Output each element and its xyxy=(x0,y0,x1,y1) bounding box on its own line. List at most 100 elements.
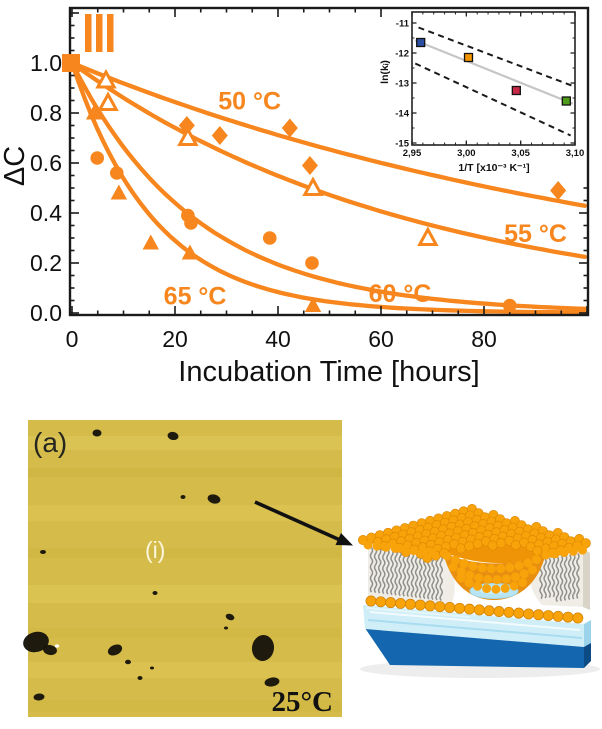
substrate-front xyxy=(365,628,584,668)
lipid-headgroup-sphere xyxy=(503,606,515,618)
pore-rim-spheres xyxy=(448,562,541,585)
decay-fit-curves xyxy=(69,60,588,315)
water-streak xyxy=(369,611,581,631)
y-tick-label: 0.0 xyxy=(30,300,62,326)
afm-texture-band xyxy=(28,468,342,477)
data-points xyxy=(62,54,567,313)
panel-marker-bar xyxy=(85,14,92,52)
marker-circle xyxy=(262,231,277,245)
lipid-headgroup-sphere xyxy=(444,602,456,613)
y-tick-label: 0.4 xyxy=(30,200,62,226)
water-streak xyxy=(367,619,583,639)
afm-defect-spot xyxy=(40,550,46,554)
afm-defect-spot xyxy=(207,494,221,504)
afm-texture-band xyxy=(28,436,342,450)
lipid-headgroup-sphere xyxy=(424,600,436,612)
marker-triangle-filled xyxy=(304,297,322,312)
decay-chart: 2,95 3,00 3,05 3,10 -11 -12 -13 -14 -15 0 20 40 60 8… xyxy=(0,6,590,388)
afm-highlight-speck xyxy=(54,644,60,648)
series-label: 65 °C xyxy=(164,283,227,311)
marker-triangle-open xyxy=(97,91,119,111)
arrhenius-point xyxy=(511,85,521,96)
y-axis-title: ΔC xyxy=(0,146,31,186)
marker-triangle-open xyxy=(177,126,199,146)
x-tick-label: 0 xyxy=(66,326,79,352)
lipid-headgroup-sphere xyxy=(483,605,495,617)
marker-triangle-filled xyxy=(110,184,128,200)
lipid-tail xyxy=(567,554,572,601)
y-tick-label: 0.2 xyxy=(30,250,62,276)
substrate-right xyxy=(584,642,591,668)
afm-defect-spot xyxy=(125,659,131,665)
afm-defect-spot xyxy=(137,676,143,680)
arrhenius-point xyxy=(463,52,474,63)
lipid-headgroup-sphere xyxy=(454,602,466,614)
axes-frame: 0 20 40 60 80 0.0 0.2 0.4 0.6 0.8 1.0 xyxy=(30,6,590,352)
marker-circle xyxy=(184,216,198,230)
inset-y-tick-label: -14 xyxy=(395,109,409,120)
lipid-headgroup-sphere xyxy=(395,597,406,609)
marker-triangle-filled xyxy=(181,244,199,260)
lipid-tail xyxy=(382,548,386,595)
x-axis-title: Incubation Time [hours] xyxy=(178,356,479,388)
inset-y-tick-label: -11 xyxy=(396,19,410,30)
afm-image xyxy=(23,420,342,717)
water-streak xyxy=(365,607,471,618)
lipid-tail xyxy=(563,555,568,601)
lipid-tail xyxy=(418,552,423,599)
temperature-labels: 50 °C 55 °C 60 °C 65 °C xyxy=(164,88,567,311)
lipid-tail xyxy=(431,554,435,601)
afm-texture-band xyxy=(28,548,342,558)
afm-and-schematic: (a) (i) 25°C xyxy=(23,420,600,718)
afm-defect-spot xyxy=(224,626,228,630)
bilayer-right-side xyxy=(583,549,590,610)
y-tick-label: 0.8 xyxy=(30,100,62,126)
lipid-tail xyxy=(559,555,564,602)
inset-x-axis-title: 1/T [x10⁻³ K⁻¹] xyxy=(458,162,529,174)
inset-x-tick-label: 2,95 xyxy=(403,148,422,159)
lipid-headgroup-sphere xyxy=(487,540,498,551)
afm-texture-band xyxy=(28,662,342,678)
lipid-tail xyxy=(373,547,378,594)
afm-defect-spot xyxy=(150,666,154,670)
afm-defect-spot xyxy=(152,591,158,595)
front-edge-spheres xyxy=(541,545,588,560)
confidence-band xyxy=(418,26,574,87)
lipid-headgroup-sphere xyxy=(552,610,564,622)
lipid-headgroup-sphere xyxy=(385,597,397,609)
lipid-bilayer-schematic xyxy=(357,503,600,678)
lipid-tail xyxy=(435,554,439,601)
series-label: 60 °C xyxy=(369,280,432,308)
lipid-tail xyxy=(414,552,419,599)
fit-curve-65C xyxy=(69,60,588,315)
inset-x-tick-label: 3,10 xyxy=(566,148,585,159)
marker-circle xyxy=(110,166,124,180)
lipid-headgroup-sphere xyxy=(464,541,475,552)
lipid-headgroup-sphere xyxy=(473,604,485,616)
afm-scan-area xyxy=(28,420,342,717)
arrow-head xyxy=(335,533,353,546)
x-tick-label: 60 xyxy=(368,326,394,352)
panel-marker-bar xyxy=(96,14,103,52)
lipid-headgroup-sphere xyxy=(493,606,505,617)
confidence-band xyxy=(414,62,572,137)
defect-pointer-arrow xyxy=(254,500,353,546)
lipid-headgroup-sphere xyxy=(404,598,416,610)
panel-marker-bar xyxy=(107,14,114,52)
afm-defect-spot xyxy=(33,693,45,701)
marker-triangle-open xyxy=(95,68,117,89)
arrhenius-point xyxy=(416,37,426,48)
afm-region-label: (i) xyxy=(145,537,165,563)
lipid-headgroup-sphere xyxy=(455,543,466,554)
lipid-tail xyxy=(369,546,374,593)
lipid-tail xyxy=(543,558,547,599)
marker-square-t0 xyxy=(62,54,80,72)
afm-defect-spot xyxy=(92,429,102,437)
lipid-headgroup-sphere xyxy=(533,609,544,621)
water-right xyxy=(584,620,591,647)
lipid-tail xyxy=(555,556,560,603)
afm-defect-spot xyxy=(167,431,179,441)
afm-panel-label: (a) xyxy=(33,427,67,458)
marker-triangle-filled xyxy=(142,234,159,250)
